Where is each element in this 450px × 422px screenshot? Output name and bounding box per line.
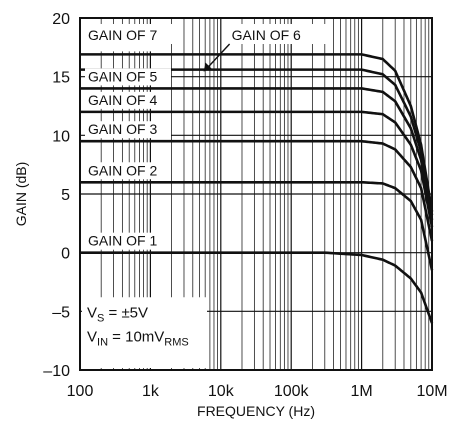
series-label: GAIN OF 4 (88, 92, 157, 108)
series-line-5 (80, 139, 434, 242)
series-line-4 (80, 110, 434, 228)
callout-arrow-head (203, 62, 212, 72)
series-line-3 (80, 87, 434, 221)
y-tick-label: 15 (52, 70, 70, 87)
series-line-1 (80, 53, 434, 212)
vin-subscript: IN (97, 336, 108, 348)
vin-line: VIN = 10mVRMS (87, 328, 189, 348)
series-line-7 (80, 251, 434, 324)
conditions-note-bg (82, 297, 207, 368)
series-label: GAIN OF 7 (88, 27, 157, 43)
x-tick-label: 100 (67, 383, 94, 400)
x-tick-label: 1M (350, 383, 372, 400)
series-label: GAIN OF 6 (232, 27, 301, 43)
plot-frame (79, 17, 433, 371)
tick-labels: 100 1k 10k 100k 1M 10M 20 15 10 5 0 –5 –10 (43, 11, 447, 400)
vin-value: = 10mV (108, 328, 164, 345)
x-tick-label: 1k (142, 383, 160, 400)
series-line-2 (80, 68, 434, 216)
y-axis-title: GAIN (dB) (13, 162, 29, 227)
x-tick-label: 100k (274, 383, 310, 400)
series-label-bg (227, 24, 332, 44)
series-label-bg (85, 121, 171, 139)
conditions-note: VS = ±5V VIN = 10mVRMS (82, 297, 207, 368)
vs-value: = ±5V (104, 304, 148, 321)
vs-line: VS = ±5V (87, 304, 148, 324)
callout-arrow-line (207, 43, 231, 69)
series-label-bg (85, 91, 171, 109)
x-tick-label: 10k (208, 383, 235, 400)
x-axis-title: FREQUENCY (Hz) (197, 403, 315, 419)
series-curves (80, 53, 434, 324)
vs-subscript: S (97, 312, 104, 324)
series-label-bg (85, 232, 171, 250)
y-tick-label: 20 (52, 11, 70, 28)
y-tick-label: 0 (61, 246, 70, 263)
series-label-bg (85, 68, 171, 86)
x-tick-label: 10M (416, 383, 447, 400)
series-label-bg (85, 162, 171, 180)
y-tick-label: –10 (43, 363, 70, 380)
y-tick-label: 5 (61, 187, 70, 204)
series-label: GAIN OF 2 (88, 162, 157, 178)
y-tick-label: –5 (52, 304, 70, 321)
series-line-6 (80, 180, 434, 271)
series-label-bg (85, 24, 175, 44)
series-label: GAIN OF 5 (88, 68, 157, 84)
series-label: GAIN OF 3 (88, 121, 157, 137)
vin-value-subscript: RMS (164, 336, 188, 348)
series-label: GAIN OF 1 (88, 233, 157, 249)
y-tick-label: 10 (52, 128, 70, 145)
series-labels: GAIN OF 7 GAIN OF 6 GAIN OF 5 GAIN OF 4 GAIN… (85, 24, 332, 250)
